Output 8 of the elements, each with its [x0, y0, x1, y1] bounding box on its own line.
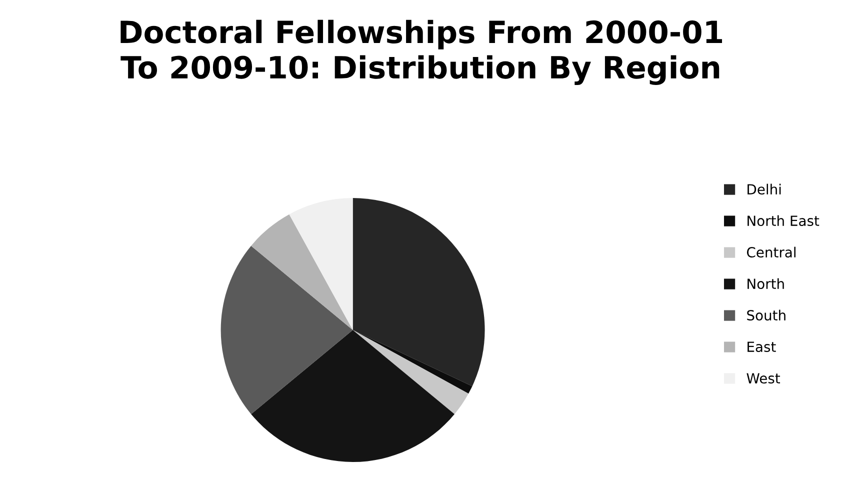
legend-label: Delhi — [748, 184, 781, 195]
legend-label: East — [748, 342, 776, 352]
chart-title: Doctoral Fellowships From 2000-01 To 2009-10: Distribution By Region — [120, 20, 722, 85]
legend-label: North — [748, 278, 784, 290]
legend-label: Central — [746, 246, 796, 258]
legend-label: West — [746, 373, 780, 384]
legend-label: South — [747, 310, 786, 321]
legend-label: North East — [748, 215, 820, 226]
